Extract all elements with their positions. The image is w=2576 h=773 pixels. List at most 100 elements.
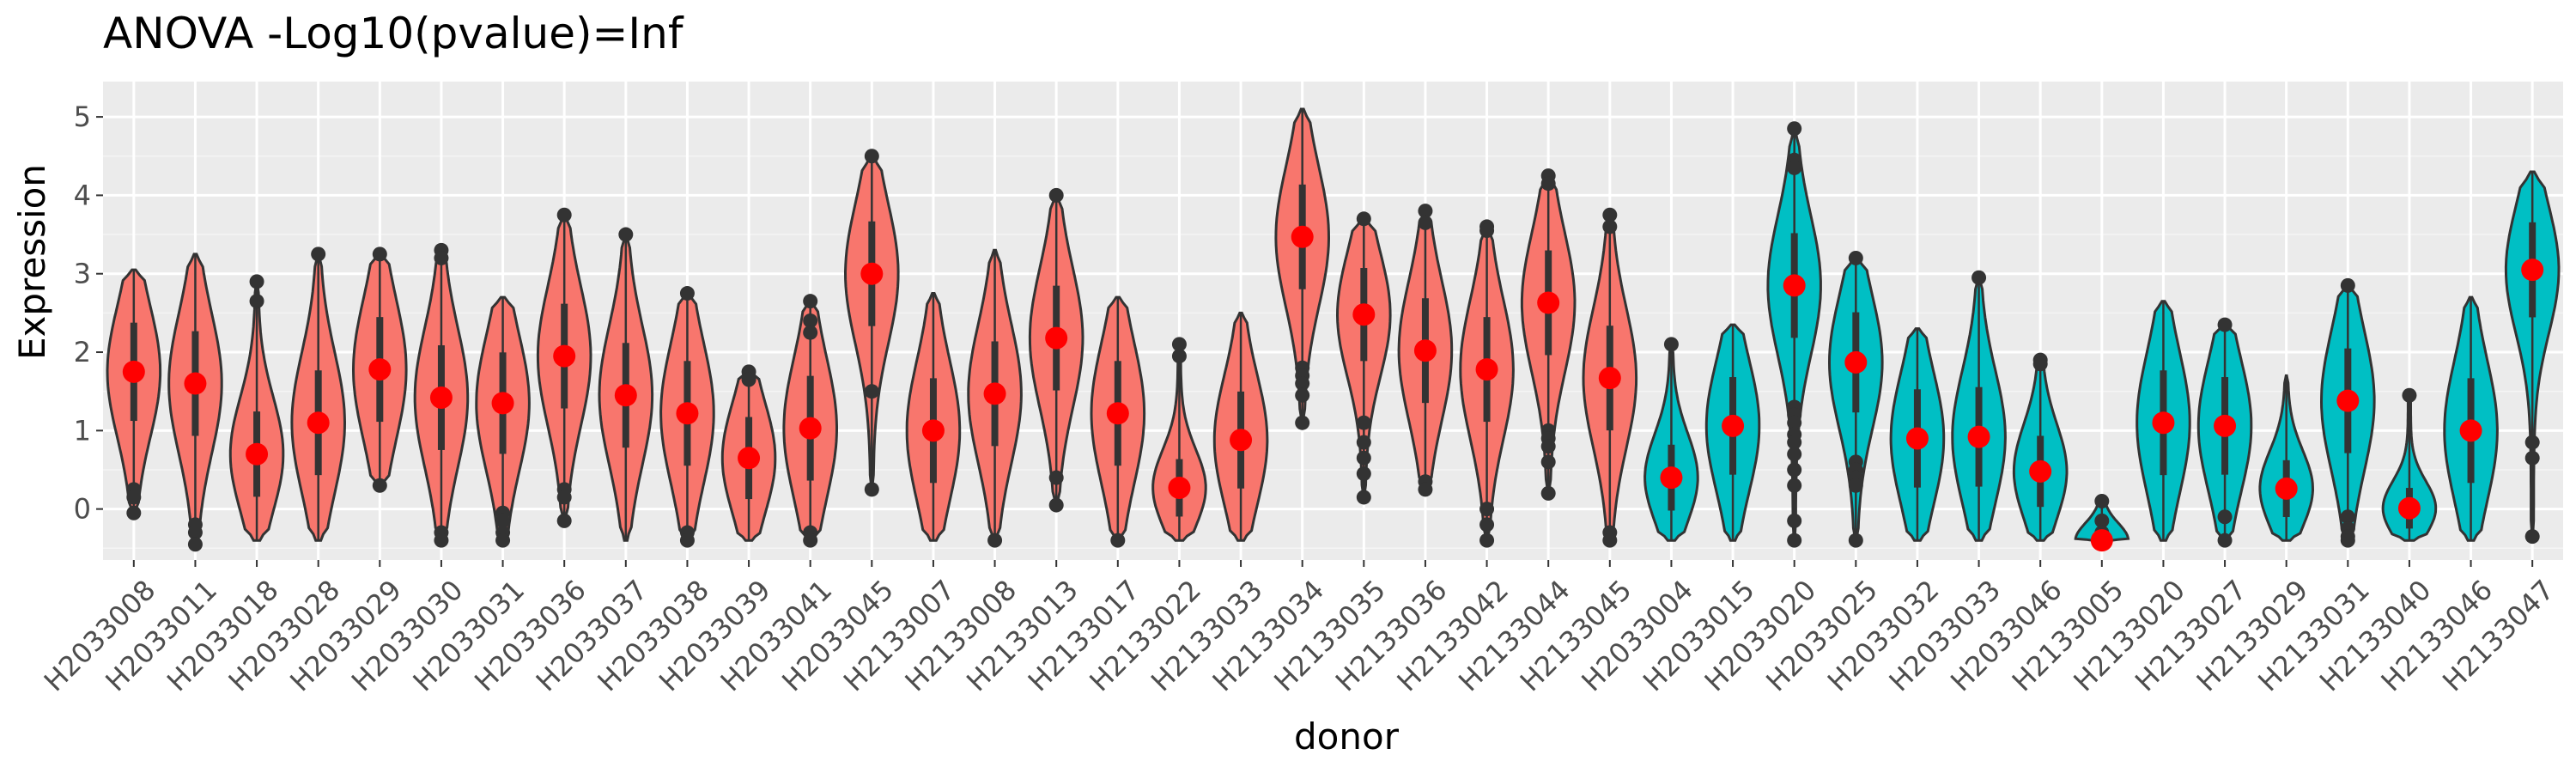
violin-H2033041 (782, 294, 838, 548)
violin-H2133007 (905, 292, 962, 542)
outlier-point (618, 227, 634, 242)
outlier-point (741, 372, 756, 387)
mean-point (307, 411, 330, 435)
violin-H2133013 (1028, 187, 1084, 513)
outlier-point (2032, 356, 2048, 372)
violin-H2033031 (475, 295, 531, 548)
outlier-point (679, 533, 695, 548)
outlier-point (1479, 533, 1495, 548)
mean-point (2090, 529, 2113, 552)
mean-point (2459, 419, 2482, 442)
outlier-point (803, 294, 818, 309)
mean-point (1045, 326, 1068, 350)
violin-H2133040 (2381, 387, 2438, 542)
violin-H2033039 (720, 364, 777, 542)
violin-H2133033 (1212, 311, 1269, 542)
y-tick-label: 5 (74, 100, 91, 133)
mean-point (2336, 389, 2360, 412)
violin-H2133045 (1582, 207, 1638, 548)
outlier-point (1479, 502, 1495, 517)
outlier-point (1787, 513, 1802, 528)
outlier-point (1356, 466, 1371, 482)
violin-H2033033 (1951, 270, 2007, 542)
x-axis-title: donor (1294, 715, 1400, 758)
outlier-point (1540, 454, 1556, 470)
outlier-point (556, 513, 572, 528)
outlier-point (1540, 485, 1556, 501)
violin-series (106, 107, 2561, 552)
y-tick-label: 4 (74, 179, 91, 211)
outlier-point (679, 286, 695, 301)
outlier-point (1295, 415, 1310, 430)
outlier-point (1540, 439, 1556, 454)
outlier-point (2524, 529, 2540, 545)
outlier-point (1479, 222, 1495, 238)
violin-H2133008 (967, 248, 1023, 548)
mean-point (1722, 414, 1745, 437)
x-axis: H2033008H2033011H2033018H2033028H2033029… (38, 560, 2561, 697)
violin-H2033015 (1704, 323, 1761, 542)
mean-point (738, 447, 761, 470)
outlier-point (1848, 533, 1863, 548)
violin-H2133046 (2443, 295, 2499, 542)
violin-H2133017 (1090, 295, 1146, 548)
y-tick-label: 3 (74, 258, 91, 290)
y-axis-title: Expression (11, 164, 53, 360)
outlier-point (372, 247, 387, 262)
outlier-point (1171, 349, 1187, 364)
violin-H2133035 (1335, 211, 1392, 505)
mean-point (1844, 350, 1868, 374)
outlier-point (1418, 204, 1433, 219)
outlier-point (1787, 435, 1802, 450)
violin-H2033030 (413, 242, 470, 548)
outlier-point (249, 274, 264, 289)
mean-point (246, 442, 269, 466)
outlier-point (434, 533, 449, 548)
violin-H2133005 (2074, 494, 2130, 552)
outlier-point (1787, 533, 1802, 548)
mean-point (2152, 411, 2175, 435)
outlier-point (1356, 415, 1371, 430)
outlier-point (864, 384, 879, 399)
mean-point (1168, 476, 1191, 499)
mean-point (1291, 225, 1314, 248)
violin-H2033020 (1766, 121, 1822, 548)
violin-H2133044 (1520, 168, 1577, 501)
y-tick-label: 2 (74, 336, 91, 368)
outlier-point (1418, 215, 1433, 230)
outlier-point (1602, 219, 1618, 234)
outlier-point (187, 525, 203, 540)
mean-point (860, 262, 884, 285)
violin-H2133042 (1459, 219, 1515, 548)
outlier-point (2340, 277, 2355, 293)
mean-point (2521, 259, 2544, 282)
violin-H2033011 (167, 253, 223, 552)
outlier-point (1971, 270, 1987, 285)
mean-point (2029, 460, 2052, 483)
mean-point (1967, 425, 1990, 448)
outlier-point (864, 149, 879, 164)
violin-H2033028 (290, 247, 347, 542)
outlier-point (311, 247, 326, 262)
outlier-point (803, 533, 818, 548)
outlier-point (1787, 415, 1802, 430)
violin-H2033004 (1643, 337, 1699, 542)
outlier-point (249, 294, 264, 309)
outlier-point (1787, 121, 1802, 137)
mean-point (799, 417, 822, 440)
violin-H2033025 (1827, 250, 1884, 548)
mean-point (1230, 429, 1253, 452)
outlier-point (1356, 211, 1371, 227)
mean-point (122, 360, 145, 383)
outlier-point (434, 250, 449, 265)
outlier-point (2402, 387, 2417, 403)
outlier-point (2524, 435, 2540, 450)
outlier-point (1787, 447, 1802, 462)
y-tick-label: 1 (74, 414, 91, 447)
mean-point (2214, 414, 2237, 437)
mean-point (1660, 466, 1683, 490)
outlier-point (864, 482, 879, 497)
violin-H2133034 (1274, 107, 1331, 430)
violin-H2133036 (1397, 204, 1454, 497)
outlier-point (2340, 509, 2355, 525)
